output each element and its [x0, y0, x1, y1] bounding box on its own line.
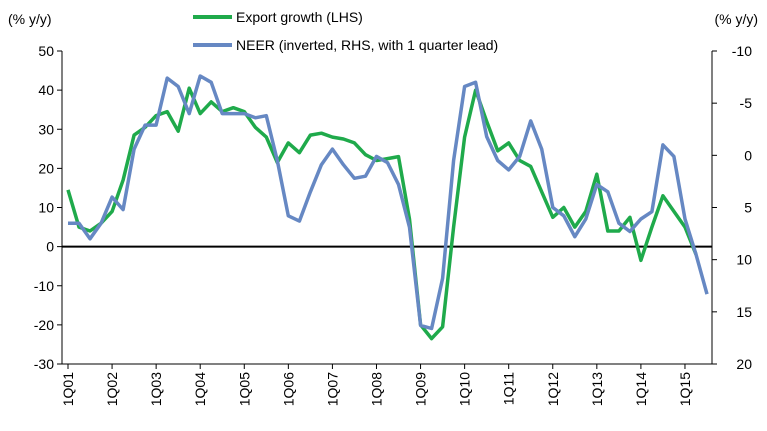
y-tick-label: 30: [38, 121, 54, 137]
x-tick-label: 1Q04: [192, 372, 208, 406]
y-tick-label: 0: [46, 239, 54, 255]
series-line: [66, 86, 698, 341]
x-tick-label: 1Q06: [280, 372, 296, 406]
x-tick-label: 1Q09: [413, 372, 429, 406]
series-line: [68, 74, 709, 331]
x-tick-label: 1Q15: [677, 372, 693, 406]
y-tick-label: 10: [38, 200, 54, 216]
x-tick-label: 1Q11: [501, 372, 517, 405]
x-tick-label: 1Q10: [457, 372, 473, 406]
x-tick-label: 1Q01: [60, 372, 76, 406]
y-axis-label: (% y/y): [8, 11, 52, 27]
x-tick-label: 1Q08: [368, 372, 384, 406]
y2-tick-label: 10: [736, 252, 752, 268]
x-tick-label: 1Q05: [236, 372, 252, 406]
y2-axis-label: (% y/y): [714, 11, 758, 27]
y-tick-label: 40: [38, 82, 54, 98]
x-tick-label: 1Q14: [633, 372, 649, 406]
y2-tick-label: 0: [744, 147, 752, 163]
y2-tick-label: 20: [736, 356, 752, 372]
y-tick-label: 50: [38, 43, 54, 59]
y-tick-label: -30: [34, 356, 54, 372]
x-tick-label: 1Q13: [589, 372, 605, 406]
y2-tick-label: -10: [732, 43, 752, 59]
y2-tick-label: 15: [736, 304, 752, 320]
x-tick-label: 1Q07: [324, 372, 340, 406]
x-tick-label: 1Q03: [148, 372, 164, 406]
legend-label: NEER (inverted, RHS, with 1 quarter lead…: [236, 37, 498, 53]
y2-tick-label: 5: [744, 200, 752, 216]
y-tick-label: -20: [34, 317, 54, 333]
legend-label: Export growth (LHS): [236, 9, 363, 25]
y-tick-label: 20: [38, 160, 54, 176]
x-tick-label: 1Q02: [104, 372, 120, 406]
y2-tick-label: -5: [740, 95, 753, 111]
y-tick-label: -10: [34, 278, 54, 294]
x-tick-label: 1Q12: [545, 372, 561, 406]
